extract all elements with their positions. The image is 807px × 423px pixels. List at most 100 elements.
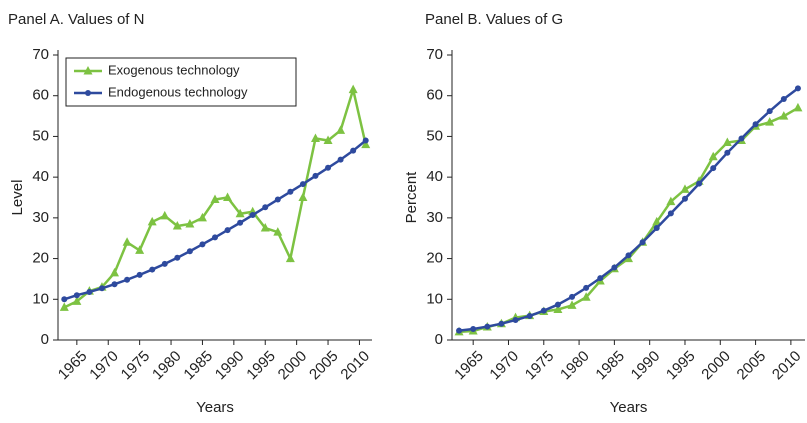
point-marker <box>752 121 759 128</box>
series-line <box>458 87 799 332</box>
point-marker <box>285 253 295 263</box>
y-tick-label: 20 <box>32 250 49 267</box>
point-marker <box>680 184 690 193</box>
point-marker <box>337 156 344 163</box>
x-tick-label: 1970 <box>486 348 522 384</box>
point-marker <box>553 304 563 313</box>
series-line <box>63 139 367 301</box>
y-tick-label: 20 <box>426 250 443 267</box>
point-marker <box>722 137 732 147</box>
x-tick-label: 1980 <box>557 348 593 384</box>
point-marker <box>710 165 717 172</box>
point-marker <box>274 196 281 203</box>
point-marker <box>73 292 80 299</box>
y-tick-label: 30 <box>426 209 443 226</box>
x-tick-label: 1975 <box>118 348 154 384</box>
x-tick-label: 1965 <box>55 348 91 384</box>
x-tick-label: 1980 <box>149 348 185 384</box>
y-tick-label: 60 <box>426 87 443 104</box>
point-marker <box>122 237 132 246</box>
y-tick-label: 50 <box>32 127 49 144</box>
x-tick-label: 2005 <box>734 348 770 384</box>
point-marker <box>186 248 193 255</box>
point-marker <box>59 302 69 311</box>
point-marker <box>611 264 618 271</box>
y-axis-label: Level <box>9 180 26 216</box>
point-marker <box>794 85 801 92</box>
point-marker <box>310 133 320 142</box>
point-marker <box>724 149 731 156</box>
point-marker <box>160 210 170 220</box>
point-marker <box>298 192 308 201</box>
point-marker <box>779 111 789 120</box>
point-marker <box>224 227 231 234</box>
point-marker <box>696 180 703 187</box>
point-marker <box>172 221 182 230</box>
point-marker <box>362 137 369 144</box>
point-marker <box>667 210 674 217</box>
legend-marker <box>85 90 91 96</box>
x-tick-label: 1995 <box>243 348 279 384</box>
x-tick-label: 1965 <box>451 348 487 384</box>
point-marker <box>273 227 283 236</box>
point-marker <box>681 195 688 202</box>
point-marker <box>639 239 646 246</box>
chart-title: Panel B. Values of G <box>425 11 563 28</box>
point-marker <box>569 293 576 300</box>
y-tick-label: 70 <box>32 46 49 63</box>
y-tick-label: 30 <box>32 209 49 226</box>
x-tick-label: 2010 <box>769 348 805 384</box>
legend-label: Endogenous technology <box>108 84 248 99</box>
x-tick-label: 1970 <box>86 348 122 384</box>
point-marker <box>174 254 181 261</box>
point-marker <box>766 108 773 115</box>
x-tick-label: 2010 <box>337 348 373 384</box>
point-marker <box>61 296 68 303</box>
x-tick-label: 1985 <box>592 348 628 384</box>
legend-marker <box>83 66 93 75</box>
point-marker <box>235 208 245 218</box>
point-marker <box>653 225 660 232</box>
y-tick-label: 40 <box>32 168 49 185</box>
point-marker <box>287 188 294 195</box>
point-marker <box>197 212 207 222</box>
point-marker <box>738 135 745 142</box>
point-marker <box>249 212 256 219</box>
point-marker <box>223 192 233 201</box>
y-tick-label: 0 <box>435 331 443 348</box>
point-marker <box>581 292 591 301</box>
point-marker <box>147 216 157 226</box>
point-marker <box>625 252 632 259</box>
legend-label: Exogenous technology <box>108 62 240 77</box>
chart-title: Panel A. Values of N <box>8 11 144 28</box>
y-tick-label: 60 <box>32 87 49 104</box>
point-marker <box>325 164 332 171</box>
point-marker <box>348 84 358 94</box>
x-tick-label: 1990 <box>628 348 664 384</box>
point-marker <box>793 102 803 112</box>
x-tick-label: 1985 <box>180 348 216 384</box>
point-marker <box>124 276 131 283</box>
point-marker <box>540 307 547 314</box>
point-marker <box>212 234 218 241</box>
point-marker <box>361 139 371 149</box>
point-marker <box>312 172 319 179</box>
x-tick-label: 1995 <box>663 348 699 384</box>
point-marker <box>110 267 120 277</box>
point-marker <box>111 281 118 288</box>
y-tick-label: 50 <box>426 127 443 144</box>
point-marker <box>260 223 270 232</box>
point-marker <box>597 275 604 282</box>
point-marker <box>708 151 718 161</box>
point-marker <box>512 317 519 324</box>
point-marker <box>210 194 220 204</box>
x-axis-label: Years <box>610 399 648 416</box>
x-tick-label: 1990 <box>212 348 248 384</box>
point-marker <box>652 216 662 226</box>
point-marker <box>498 320 505 327</box>
point-marker <box>470 326 477 333</box>
series-line <box>458 106 799 334</box>
point-marker <box>484 323 491 330</box>
point-marker <box>299 181 306 188</box>
